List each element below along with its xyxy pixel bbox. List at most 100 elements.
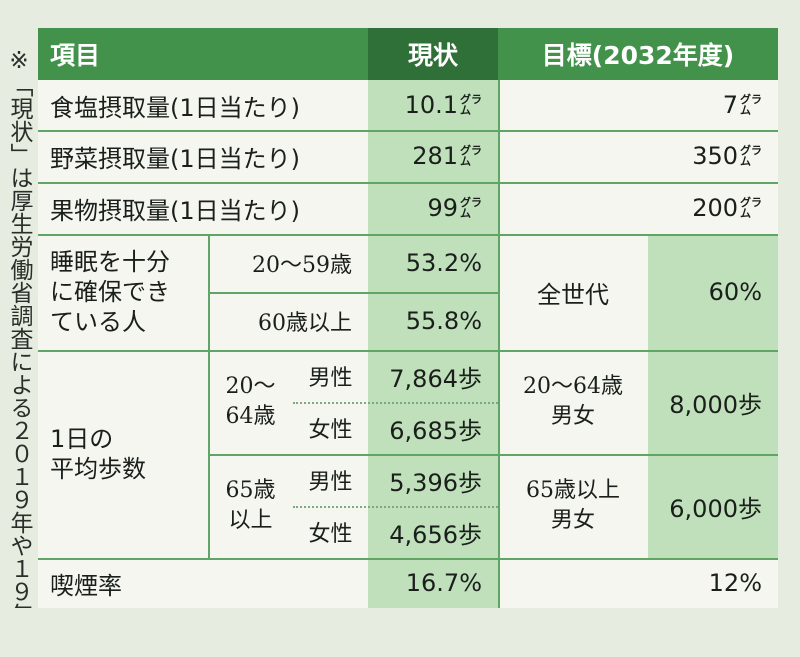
row-fruit-target: 200 グラム (498, 182, 778, 234)
sleep-target-value: 60% (648, 234, 778, 350)
g1-male-steps: 7,864歩 (389, 364, 482, 393)
sleep-age2-label: 60歳以上 (258, 311, 352, 336)
sleep-target-group: 全世代 (498, 234, 648, 350)
steps-label-line2: 平均歩数 (50, 455, 146, 483)
male-label: 男性 (308, 366, 353, 391)
steps-label-line1: 1日の (50, 425, 114, 453)
smoking-current-value: 16.7% (405, 569, 482, 597)
col-divider (208, 234, 210, 558)
steps-g2-male-label: 男性 (293, 454, 368, 506)
steps-label: 1日の 平均歩数 (38, 350, 208, 558)
row-vegetable-label: 野菜摂取量(1日当たり) (38, 130, 368, 182)
header-target-label: 目標(2032年度) (541, 41, 735, 70)
female-label: 女性 (308, 522, 353, 547)
row-divider (38, 558, 778, 560)
row-smoking-current: 16.7% (368, 558, 498, 608)
unit-gram: グラム (740, 144, 762, 168)
row-salt-target: 7 グラム (498, 80, 778, 130)
steps-g1-female-value: 6,685歩 (368, 402, 498, 454)
row-divider (38, 234, 778, 236)
unit-gram: グラム (460, 196, 482, 220)
target1-line1: 20〜64歳 (523, 374, 623, 399)
header-target: 目標(2032年度) (498, 28, 778, 80)
sleep-label-line3: ている人 (50, 308, 146, 336)
unit-gram: グラム (460, 144, 482, 168)
col-divider (498, 80, 500, 608)
steps-target1-group: 20〜64歳 男女 (498, 350, 648, 454)
steps-target2-group: 65歳以上 男女 (498, 454, 648, 558)
row-divider-dotted (293, 402, 498, 404)
steps-group2: 65歳 以上 (208, 454, 293, 558)
steps-group2-line1: 65歳 (225, 478, 276, 503)
steps-g2-female-value: 4,656歩 (368, 506, 498, 558)
steps-target1-value: 8,000歩 (648, 350, 778, 454)
row-divider (208, 454, 778, 456)
steps-group1-line2: 64歳 (225, 404, 276, 429)
g2-male-steps: 5,396歩 (389, 468, 482, 497)
sleep-label: 睡眠を十分 に確保でき ている人 (38, 234, 208, 350)
sleep-target-group-label: 全世代 (537, 280, 609, 309)
steps-group2-line2: 以上 (228, 508, 273, 533)
sleep-value2-text: 55.8% (405, 307, 482, 335)
steps-target2-value: 6,000歩 (648, 454, 778, 558)
target2-line2: 男女 (550, 508, 595, 533)
row-vegetable-target: 350 グラム (498, 130, 778, 182)
g1-female-steps: 6,685歩 (389, 416, 482, 445)
header-item-label: 項目 (50, 41, 101, 70)
steps-g2-male-value: 5,396歩 (368, 454, 498, 506)
row-fruit-label: 果物摂取量(1日当たり) (38, 182, 368, 234)
row-fruit-current: 99 グラム (368, 182, 498, 234)
sleep-age1-label: 20〜59歳 (252, 253, 352, 278)
row-divider (38, 350, 778, 352)
sleep-value1-text: 53.2% (405, 249, 482, 277)
g2-female-steps: 4,656歩 (389, 520, 482, 549)
row-divider (208, 292, 498, 294)
unit-gram: グラム (460, 93, 482, 117)
row-salt-current: 10.1 グラム (368, 80, 498, 130)
fruit-target-value: 200 (692, 194, 738, 222)
vegetable-current-value: 281 (412, 142, 458, 170)
row-divider (38, 182, 778, 184)
steps-g1-female-label: 女性 (293, 402, 368, 454)
sleep-target-value-text: 60% (708, 278, 762, 306)
sleep-value2: 55.8% (368, 292, 498, 350)
smoking-target-value: 12% (708, 569, 762, 597)
sleep-age1: 20〜59歳 (208, 234, 368, 292)
sleep-label-line1: 睡眠を十分 (50, 248, 170, 276)
target2-line1: 65歳以上 (526, 478, 620, 503)
vegetable-target-value: 350 (692, 142, 738, 170)
steps-group1-line1: 20〜 (225, 374, 276, 399)
target1-steps: 8,000歩 (669, 390, 762, 419)
unit-gram: グラム (740, 93, 762, 117)
sleep-label-line2: に確保でき (50, 278, 170, 306)
header-current: 現状 (368, 28, 498, 80)
smoking-label: 喫煙率 (50, 571, 122, 600)
row-salt-label: 食塩摂取量(1日当たり) (38, 80, 368, 130)
salt-target-value: 7 (722, 91, 738, 119)
unit-gram: グラム (740, 196, 762, 220)
row-divider-dotted (293, 506, 498, 508)
salt-current-value: 10.1 (404, 91, 458, 119)
fruit-label: 果物摂取量(1日当たり) (50, 196, 300, 225)
row-vegetable-current: 281 グラム (368, 130, 498, 182)
male-label: 男性 (308, 470, 353, 495)
row-smoking-label: 喫煙率 (38, 558, 368, 608)
row-divider (38, 130, 778, 132)
vegetable-label: 野菜摂取量(1日当たり) (50, 144, 300, 173)
header-item: 項目 (38, 28, 368, 80)
row-smoking-target: 12% (498, 558, 778, 608)
sleep-age2: 60歳以上 (208, 292, 368, 350)
steps-g1-male-value: 7,864歩 (368, 350, 498, 402)
target1-line2: 男女 (550, 404, 595, 429)
sleep-value1: 53.2% (368, 234, 498, 292)
female-label: 女性 (308, 418, 353, 443)
steps-g2-female-label: 女性 (293, 506, 368, 558)
header-current-label: 現状 (407, 41, 458, 70)
footnote-vertical: ※「現状」は厚生労働省調査による２０１９年や１９年度の実績 (6, 48, 32, 608)
steps-g1-male-label: 男性 (293, 350, 368, 402)
target2-steps: 6,000歩 (669, 494, 762, 523)
fruit-current-value: 99 (427, 194, 458, 222)
steps-group1: 20〜 64歳 (208, 350, 293, 454)
salt-label: 食塩摂取量(1日当たり) (50, 93, 300, 122)
